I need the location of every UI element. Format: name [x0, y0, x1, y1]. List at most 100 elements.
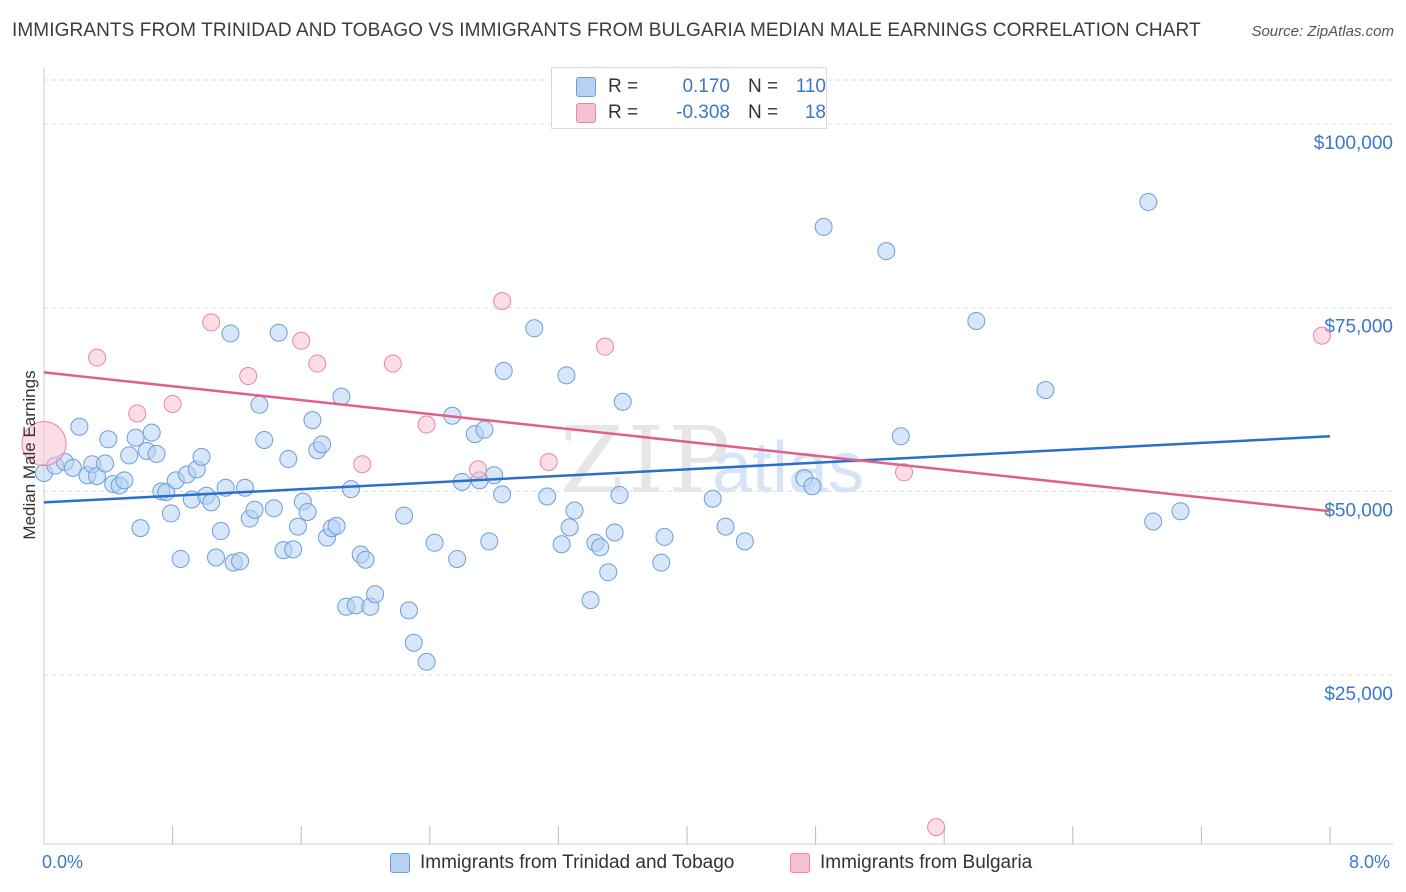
- trend-line-bulgaria: [43, 371, 1331, 513]
- y-tick-label: $25,000: [1324, 684, 1393, 705]
- point-bulgaria: [539, 453, 558, 471]
- point-trinidad: [560, 518, 579, 537]
- point-trinidad: [342, 480, 361, 499]
- point-bulgaria: [202, 313, 221, 332]
- point-bulgaria: [493, 292, 512, 311]
- point-trinidad: [279, 450, 298, 469]
- y-tick-label: $100,000: [1314, 133, 1393, 154]
- stats-n-label: N =: [748, 76, 779, 97]
- point-trinidad: [207, 548, 226, 567]
- x-axis-max-label: 8.0%: [1349, 852, 1391, 872]
- series-bulgaria-points: [21, 292, 1331, 837]
- point-trinidad: [115, 471, 134, 490]
- point-bulgaria: [239, 367, 258, 386]
- stats-r-label: R =: [608, 102, 639, 123]
- point-trinidad: [735, 532, 754, 551]
- point-trinidad: [803, 477, 822, 496]
- stats-n-value: 18: [804, 102, 826, 123]
- point-bulgaria: [895, 463, 914, 482]
- point-bulgaria: [383, 354, 402, 373]
- legend-label-bulgaria: Immigrants from Bulgaria: [820, 852, 1033, 873]
- point-trinidad: [814, 217, 833, 236]
- point-trinidad: [142, 423, 161, 442]
- point-trinidad: [70, 417, 89, 436]
- chart-title: IMMIGRANTS FROM TRINIDAD AND TOBAGO VS I…: [12, 20, 1201, 41]
- legend: Immigrants from Trinidad and Tobago Immi…: [0, 852, 1406, 878]
- point-trinidad: [221, 324, 240, 343]
- point-trinidad: [235, 478, 254, 497]
- stats-n-label: N =: [748, 102, 779, 123]
- point-bulgaria: [128, 404, 147, 423]
- point-trinidad: [599, 563, 618, 582]
- point-trinidad: [395, 506, 414, 525]
- point-trinidad: [417, 652, 436, 671]
- stats-swatch-trinidad: [576, 77, 596, 97]
- point-bulgaria: [292, 331, 311, 350]
- watermark-zip: ZIP: [560, 407, 734, 514]
- stats-swatch-bulgaria: [576, 103, 596, 123]
- point-trinidad: [591, 538, 610, 557]
- stats-n-value: 110: [795, 76, 826, 97]
- point-trinidad: [494, 361, 513, 380]
- point-trinidad: [552, 535, 571, 554]
- legend-label-trinidad: Immigrants from Trinidad and Tobago: [420, 852, 735, 873]
- point-trinidad: [171, 549, 190, 568]
- point-trinidad: [652, 553, 671, 572]
- legend-item-bulgaria[interactable]: Immigrants from Bulgaria: [790, 852, 1032, 874]
- point-trinidad: [250, 395, 269, 414]
- point-trinidad: [211, 522, 230, 541]
- point-trinidad: [613, 392, 632, 411]
- point-bulgaria: [21, 421, 67, 467]
- y-tick-label: $75,000: [1324, 317, 1393, 338]
- series-trinidad-points: [35, 192, 1190, 671]
- point-trinidad: [877, 242, 896, 261]
- point-bulgaria: [596, 337, 615, 356]
- point-trinidad: [399, 601, 418, 620]
- point-bulgaria: [308, 354, 327, 373]
- point-trinidad: [63, 458, 82, 477]
- point-trinidad: [1144, 512, 1163, 531]
- point-trinidad: [1171, 502, 1190, 521]
- point-bulgaria: [927, 818, 946, 837]
- legend-swatch-trinidad: [390, 853, 410, 873]
- stats-row-trinidad: R = 0.170 N = 110: [576, 74, 826, 100]
- point-trinidad: [298, 502, 317, 521]
- point-trinidad: [448, 549, 467, 568]
- point-trinidad: [1036, 381, 1055, 400]
- point-trinidad: [303, 411, 322, 430]
- point-trinidad: [967, 311, 986, 330]
- point-trinidad: [313, 435, 332, 454]
- point-trinidad: [231, 552, 250, 571]
- point-trinidad: [327, 516, 346, 535]
- point-trinidad: [565, 501, 584, 520]
- point-bulgaria: [417, 415, 436, 434]
- stats-row-bulgaria: R = -0.308 N = 18: [576, 100, 826, 126]
- point-trinidad: [493, 485, 512, 504]
- point-trinidad: [610, 486, 629, 505]
- point-trinidad: [120, 446, 139, 465]
- stats-r-label: R =: [608, 76, 639, 97]
- point-trinidad: [480, 532, 499, 551]
- point-trinidad: [147, 444, 166, 463]
- point-bulgaria: [88, 348, 107, 367]
- point-trinidad: [425, 533, 444, 552]
- point-bulgaria: [1312, 326, 1331, 345]
- legend-item-trinidad[interactable]: Immigrants from Trinidad and Tobago: [390, 852, 734, 874]
- point-trinidad: [202, 493, 221, 512]
- point-trinidad: [703, 489, 722, 508]
- point-trinidad: [525, 319, 544, 338]
- point-trinidad: [1139, 192, 1158, 211]
- y-axis-title: Median Male Earnings: [20, 370, 39, 540]
- point-trinidad: [485, 466, 504, 485]
- point-trinidad: [581, 591, 600, 610]
- point-trinidad: [255, 430, 274, 449]
- point-trinidad: [332, 387, 351, 406]
- point-trinidad: [475, 420, 494, 439]
- point-trinidad: [716, 517, 735, 536]
- point-trinidad: [655, 527, 674, 546]
- point-bulgaria: [469, 460, 488, 479]
- source-label: Source: ZipAtlas.com: [1251, 23, 1394, 40]
- point-trinidad: [99, 430, 118, 449]
- point-trinidad: [404, 633, 423, 652]
